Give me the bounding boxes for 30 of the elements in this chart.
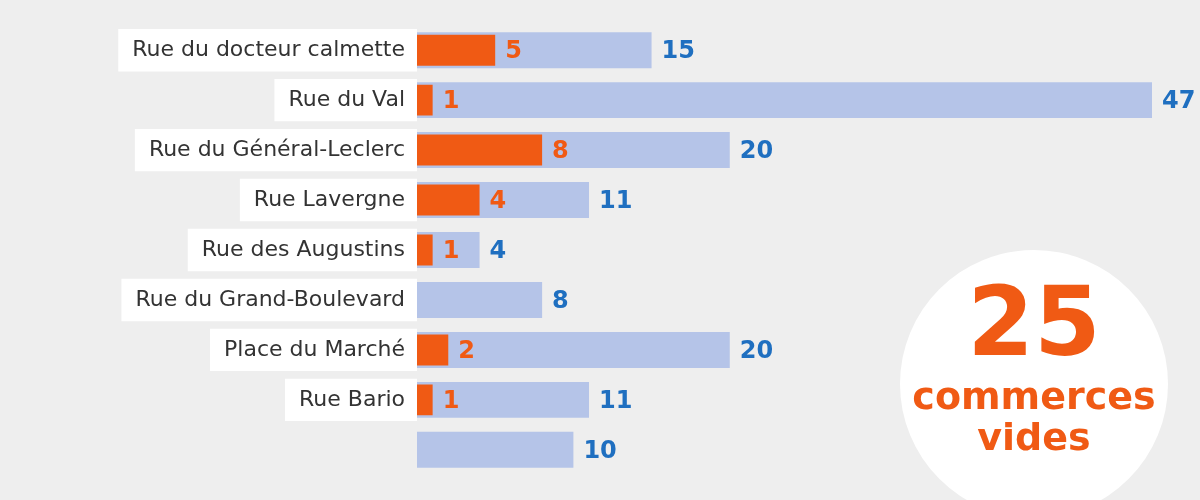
bar (417, 334, 449, 366)
data-label: 8 (552, 286, 569, 315)
data-label: 47 (1162, 86, 1196, 115)
data-label: 10 (583, 436, 617, 465)
data-label: 15 (661, 36, 695, 65)
bar (417, 234, 433, 266)
data-label: 8 (552, 136, 569, 165)
data-label: 2 (458, 336, 475, 365)
y-tick-label: Rue du Val (288, 85, 405, 111)
y-tick-label: Rue Lavergne (253, 185, 405, 211)
y-tick-label: Rue du Grand-Boulevard (135, 285, 405, 311)
data-label: 1 (442, 86, 460, 115)
y-tick-label: Rue du Général-Leclerc (148, 135, 405, 161)
y-tick-label: Rue du docteur calmette (132, 35, 405, 61)
y-tick-label: Place du Marché (224, 335, 405, 361)
bar (417, 84, 433, 116)
data-label: 5 (505, 36, 522, 65)
bar (417, 431, 574, 468)
data-label: 11 (599, 186, 633, 215)
data-label: 4 (489, 186, 507, 215)
data-label: 1 (442, 236, 460, 265)
data-label: 20 (739, 336, 774, 365)
data-label: 11 (599, 386, 633, 415)
data-label: 4 (489, 236, 507, 265)
data-label: 20 (739, 136, 774, 165)
y-tick-label: Rue des Augustins (201, 235, 405, 261)
data-label: 1 (442, 386, 460, 415)
bar (417, 34, 496, 66)
bar (417, 384, 433, 416)
y-tick-label: Rue Bario (299, 385, 405, 411)
